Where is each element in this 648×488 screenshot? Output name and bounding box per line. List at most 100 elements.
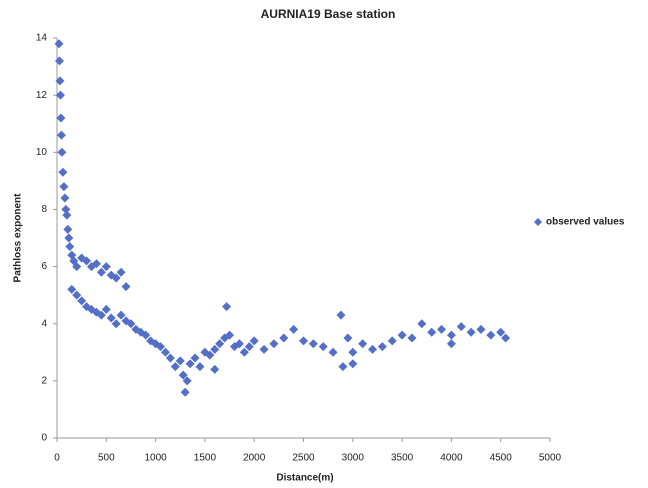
y-tick-label: 12 bbox=[36, 90, 48, 101]
y-tick-label: 2 bbox=[41, 375, 47, 386]
point bbox=[170, 362, 180, 372]
x-tick-label: 500 bbox=[98, 453, 115, 464]
x-axis-label: Distance(m) bbox=[276, 473, 333, 484]
point bbox=[466, 327, 476, 337]
point bbox=[328, 347, 338, 357]
point bbox=[289, 324, 299, 334]
point bbox=[446, 339, 456, 349]
y-tick-label: 14 bbox=[36, 33, 48, 44]
point bbox=[126, 319, 136, 329]
point bbox=[225, 330, 235, 340]
legend-label: observed values bbox=[546, 217, 625, 228]
point bbox=[180, 387, 190, 397]
point bbox=[279, 333, 289, 343]
point bbox=[259, 344, 269, 354]
point bbox=[64, 233, 74, 243]
y-tick-label: 10 bbox=[36, 147, 48, 158]
point bbox=[156, 342, 166, 352]
point bbox=[54, 39, 64, 49]
x-tick-label: 4500 bbox=[490, 453, 513, 464]
point bbox=[417, 319, 427, 329]
point bbox=[178, 370, 188, 380]
point bbox=[244, 342, 254, 352]
point bbox=[111, 319, 121, 329]
point bbox=[486, 330, 496, 340]
point bbox=[348, 347, 358, 357]
point bbox=[141, 330, 151, 340]
point bbox=[111, 273, 121, 283]
point bbox=[299, 336, 308, 346]
point bbox=[501, 333, 511, 343]
point bbox=[60, 193, 70, 203]
point bbox=[222, 302, 232, 312]
point bbox=[121, 316, 131, 326]
point bbox=[249, 336, 259, 346]
x-tick-label: 0 bbox=[54, 453, 60, 464]
x-tick-label: 3000 bbox=[342, 453, 365, 464]
point bbox=[239, 347, 249, 357]
point bbox=[185, 359, 195, 369]
point bbox=[437, 324, 447, 334]
y-tick-label: 0 bbox=[41, 433, 47, 444]
point bbox=[427, 327, 437, 337]
point bbox=[397, 330, 407, 340]
x-tick-label: 5000 bbox=[539, 453, 562, 464]
point bbox=[56, 130, 66, 140]
point bbox=[210, 364, 220, 374]
point bbox=[456, 322, 466, 332]
x-tick-label: 2500 bbox=[292, 453, 315, 464]
y-axis-label: Pathloss exponent bbox=[13, 193, 24, 283]
point bbox=[343, 333, 353, 343]
point bbox=[190, 353, 200, 363]
point bbox=[58, 167, 68, 177]
y-tick-label: 4 bbox=[41, 318, 47, 329]
point bbox=[358, 339, 368, 349]
point bbox=[387, 336, 397, 346]
point bbox=[55, 76, 65, 86]
chart-title: AURNIA19 Base station bbox=[261, 7, 396, 21]
point bbox=[59, 182, 69, 192]
y-tick-label: 6 bbox=[41, 261, 47, 272]
point bbox=[446, 330, 456, 340]
point bbox=[101, 304, 111, 314]
point bbox=[175, 356, 185, 366]
point bbox=[72, 290, 82, 300]
point bbox=[72, 262, 82, 272]
legend-marker bbox=[534, 218, 542, 226]
point bbox=[269, 339, 279, 349]
point bbox=[338, 362, 348, 372]
point bbox=[318, 342, 328, 352]
point bbox=[165, 353, 175, 363]
point bbox=[336, 310, 346, 320]
y-tick-label: 8 bbox=[41, 204, 47, 215]
point bbox=[348, 359, 358, 369]
point bbox=[308, 339, 318, 349]
point bbox=[55, 90, 65, 100]
point bbox=[56, 113, 66, 123]
point bbox=[61, 204, 71, 214]
point bbox=[106, 313, 116, 323]
point bbox=[476, 324, 486, 334]
point bbox=[57, 147, 67, 157]
point bbox=[121, 282, 131, 292]
point bbox=[234, 339, 244, 349]
point bbox=[82, 256, 92, 266]
point bbox=[182, 376, 192, 386]
point bbox=[54, 56, 64, 66]
point bbox=[91, 259, 101, 269]
point bbox=[205, 350, 215, 360]
point bbox=[195, 362, 205, 372]
point bbox=[407, 333, 417, 343]
point bbox=[368, 344, 378, 354]
x-tick-label: 4000 bbox=[440, 453, 463, 464]
point bbox=[67, 284, 77, 294]
x-tick-label: 2000 bbox=[243, 453, 266, 464]
point bbox=[77, 296, 87, 306]
point bbox=[116, 267, 126, 277]
point bbox=[65, 242, 75, 252]
point bbox=[210, 344, 220, 354]
x-tick-label: 3500 bbox=[391, 453, 414, 464]
point bbox=[62, 210, 72, 220]
point bbox=[160, 347, 170, 357]
